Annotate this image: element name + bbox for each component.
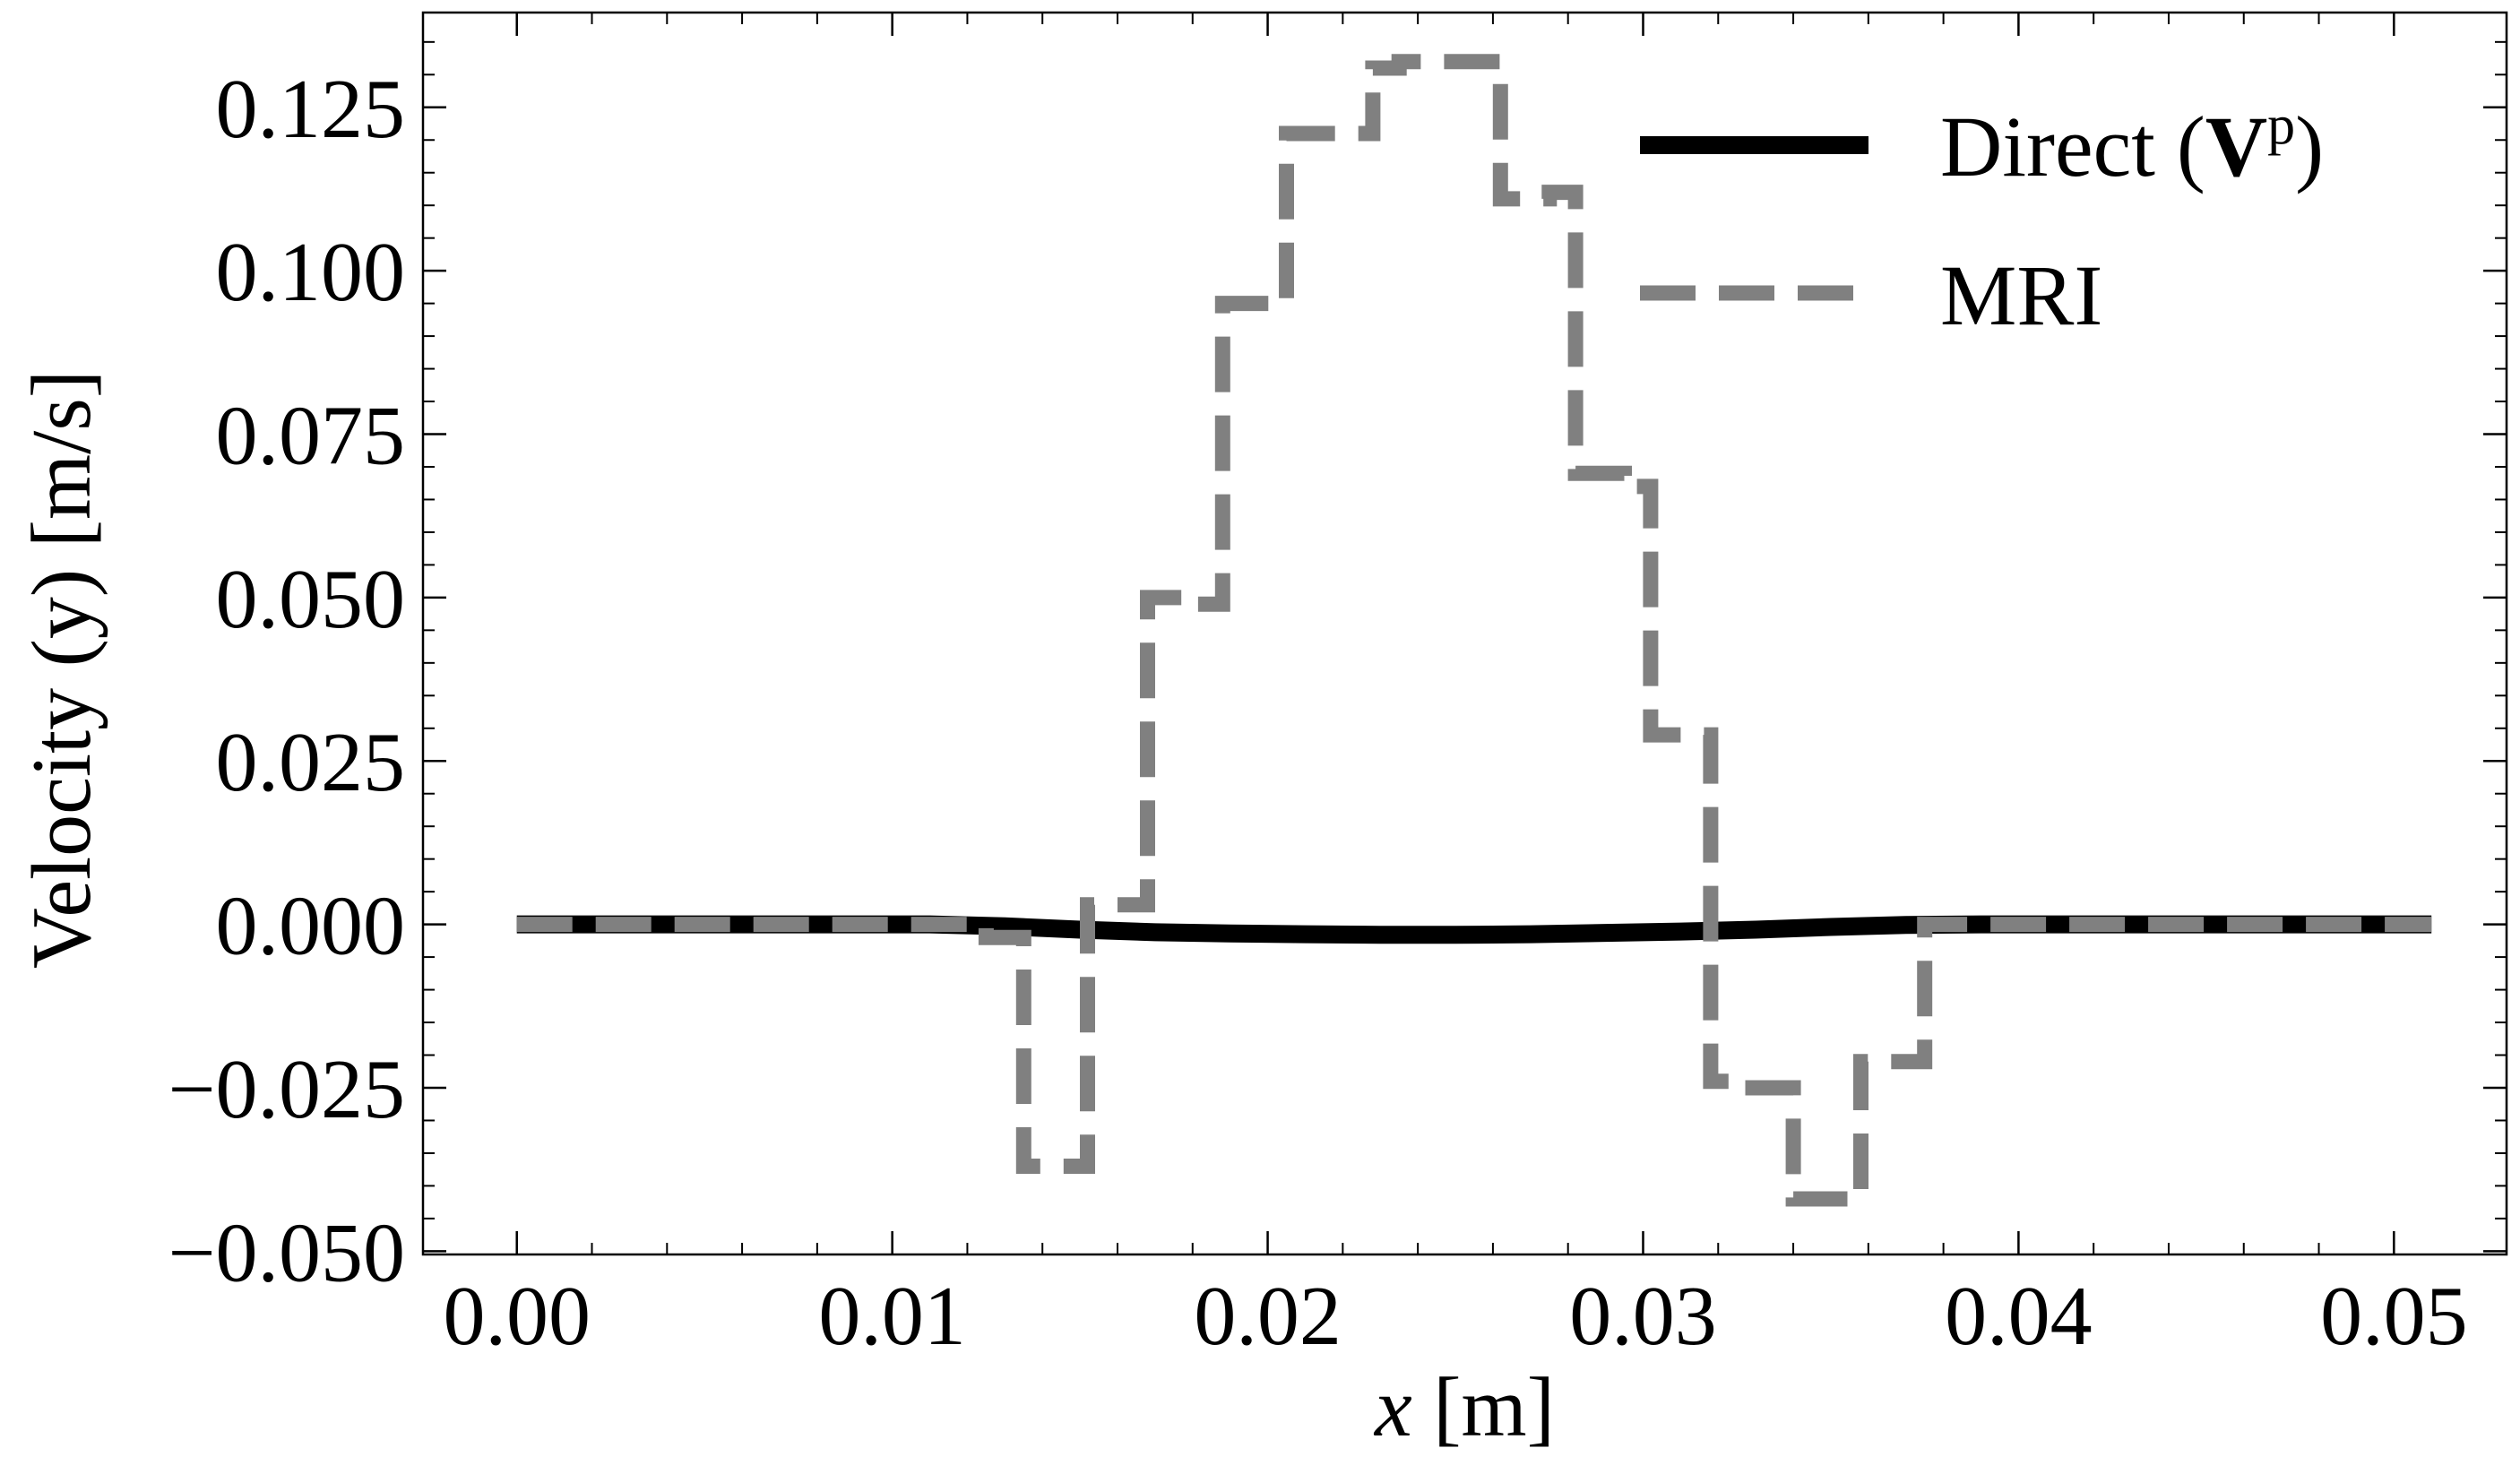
- x-tick-label: 0.03: [1569, 1270, 1717, 1363]
- y-tick-label: −0.025: [168, 1043, 405, 1136]
- series-layer: [516, 54, 2432, 1207]
- y-axis-label: Velocity (y) [m/s]: [15, 370, 108, 969]
- legend-label-mri: MRI: [1940, 247, 2102, 343]
- y-tick-label: −0.050: [168, 1206, 405, 1299]
- x-tick-label: 0.05: [2320, 1270, 2468, 1363]
- y-tick-label: 0.000: [216, 880, 406, 973]
- y-tick-label: 0.025: [216, 716, 406, 809]
- x-tick-label: 0.02: [1194, 1270, 1342, 1363]
- x-tick-label: 0.04: [1945, 1270, 2093, 1363]
- x-axis-label: x [m]: [1373, 1361, 1555, 1454]
- ticks-layer: 0.00 0.01 0.02 0.03 0.04 0.05 −0.050 −0.025 0.00…: [168, 13, 2507, 1363]
- legend-label-direct-sup: p: [2267, 95, 2295, 156]
- legend-label-direct: Direct (Vp): [1940, 95, 2324, 194]
- labels-layer: x [m] Velocity (y) [m/s]: [15, 370, 1555, 1454]
- x-axis-label-unit: [m]: [1412, 1361, 1555, 1454]
- y-tick-label: 0.050: [216, 553, 406, 646]
- series-line-direct: [516, 915, 2432, 944]
- axes-layer: [421, 11, 2508, 1256]
- legend: Direct (Vp) MRI: [1640, 95, 2324, 343]
- x-tick-label: 0.00: [443, 1270, 591, 1363]
- y-tick-label: 0.075: [216, 390, 406, 483]
- plot-frame: [421, 11, 2508, 1256]
- series-line-mri: [516, 54, 2432, 1207]
- legend-label-direct-close: ): [2295, 99, 2324, 194]
- legend-label-direct-main: Direct (: [1940, 99, 2205, 194]
- x-axis-label-var: x: [1373, 1361, 1412, 1454]
- y-tick-label: 0.125: [216, 63, 406, 156]
- y-tick-label: 0.100: [216, 226, 406, 319]
- x-tick-label: 0.01: [818, 1270, 966, 1363]
- legend-label-direct-bold: V: [2205, 99, 2267, 194]
